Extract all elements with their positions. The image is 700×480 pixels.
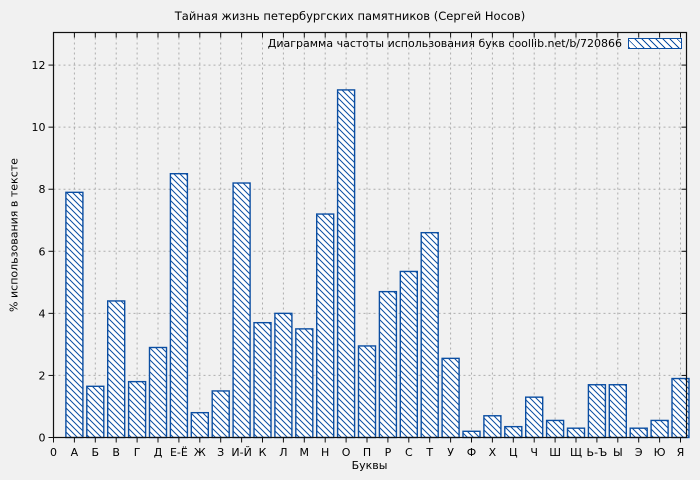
y-tick-label: 12 (32, 59, 46, 72)
x-tick-label: П (363, 446, 371, 459)
bar-Р (378, 290, 398, 439)
bar-Ь-Ъ (587, 384, 607, 439)
x-tick-label: И-Й (231, 446, 251, 459)
bar-Х (483, 415, 502, 439)
x-tick-label: Д (154, 446, 163, 459)
x-tick-label: Щ (570, 446, 582, 459)
y-tick-label: 2 (39, 369, 46, 382)
x-tick-label: З (217, 446, 224, 459)
bar-М (295, 328, 314, 439)
bar-Ш (545, 419, 565, 439)
x-tick-label: В (112, 446, 120, 459)
chart-title: Тайная жизнь петербургских памятников (С… (174, 9, 526, 23)
bar-Т (420, 231, 439, 439)
x-tick-label: Г (134, 446, 141, 459)
bar-Е-Ё (169, 173, 189, 439)
bar-С (399, 270, 418, 439)
x-tick-label: Ц (509, 446, 518, 459)
plot-border (52, 31, 688, 439)
bar-О (336, 89, 356, 439)
legend-swatch-hatched (628, 38, 682, 49)
x-tick-label: Э (635, 446, 643, 459)
y-tick-label: 0 (39, 432, 46, 445)
x-tick-label: Я (677, 446, 685, 459)
bar-Д (148, 346, 168, 439)
x-tick-label: Ф (467, 446, 476, 459)
x-tick-label: С (405, 446, 413, 459)
x-tick-label: Ч (530, 446, 538, 459)
bar-Ч (525, 396, 544, 439)
bar-И-Й (232, 182, 251, 439)
bars (65, 89, 690, 439)
bar-Г (127, 380, 147, 439)
bar-З (211, 390, 230, 439)
bar-У (441, 357, 460, 439)
bar-Щ (566, 427, 586, 439)
x-tick-label: Ж (194, 446, 206, 459)
x-tick-label: Б (92, 446, 100, 459)
x-tick-label: О (342, 446, 351, 459)
tick-labels: 0 2 4 6 8 10 12 0 А Б В Г Д Е-Ё Ж З И-Й К Л М Н О П Р С Т У Ф Х Ц Ч Ш Щ Ь… (32, 59, 685, 459)
tick-marks (48, 32, 687, 443)
bar-Ц (504, 425, 523, 439)
x-tick-label: Т (425, 446, 433, 459)
y-tick-label: 4 (39, 307, 46, 320)
y-tick-label: 10 (32, 121, 46, 134)
x-tick-label: М (300, 446, 310, 459)
bar-Ы (608, 384, 627, 439)
y-tick-label: 8 (39, 183, 46, 196)
bar-Ж (190, 411, 210, 439)
bar-Л (274, 312, 293, 439)
legend-label: Диаграмма частоты использования букв coo… (267, 37, 622, 50)
bar-А (65, 191, 84, 439)
x-tick-label: Н (321, 446, 329, 459)
y-tick-label: 6 (39, 245, 46, 258)
x-origin-label: 0 (50, 446, 57, 459)
x-tick-label: У (447, 446, 454, 459)
x-tick-label: Е-Ё (170, 446, 188, 459)
x-tick-label: Л (279, 446, 287, 459)
x-tick-label: Ы (613, 446, 623, 459)
bar-Ю (650, 419, 669, 439)
bar-Э (629, 427, 648, 439)
bar-Н (316, 213, 335, 439)
bar-Б (86, 385, 105, 439)
x-tick-label: Ю (654, 446, 666, 459)
bar-П (357, 345, 377, 439)
y-axis-title: % использования в тексте (7, 158, 21, 312)
x-tick-label: Ш (549, 446, 561, 459)
x-axis-title: Буквы (351, 459, 388, 472)
bar-Ф (462, 430, 481, 439)
x-tick-label: Х (489, 446, 497, 459)
x-tick-label: Р (385, 446, 392, 459)
x-tick-label: Ь-Ъ (587, 446, 608, 459)
x-tick-label: А (71, 446, 79, 459)
bar-В (106, 300, 126, 439)
x-tick-label: К (259, 446, 267, 459)
bar-К (253, 321, 272, 439)
